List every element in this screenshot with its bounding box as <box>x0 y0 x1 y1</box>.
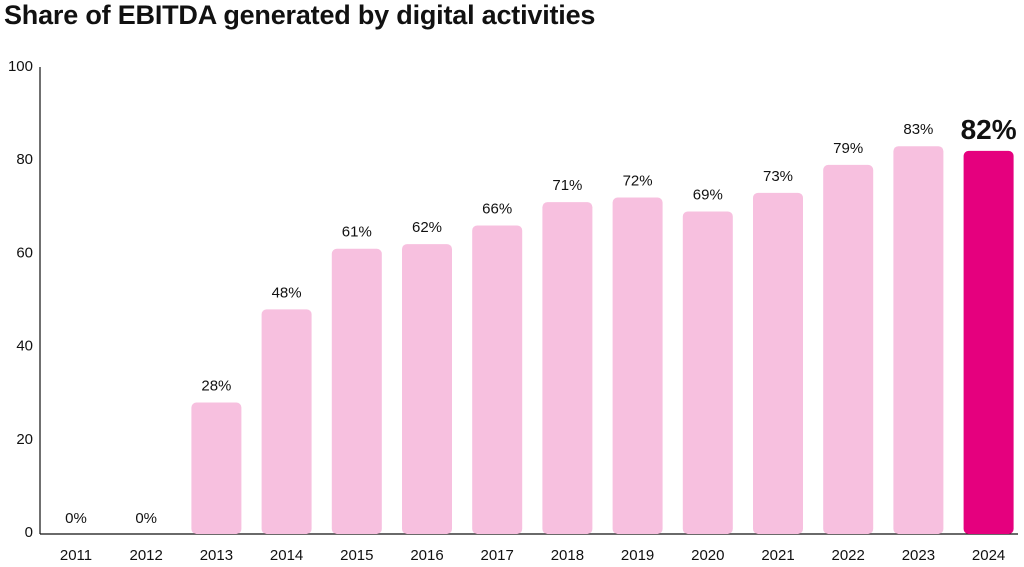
data-label: 73% <box>763 168 793 185</box>
bar <box>191 402 242 534</box>
data-label: 28% <box>201 378 231 395</box>
data-label: 79% <box>833 140 863 157</box>
data-label: 82% <box>961 114 1017 145</box>
x-tick-label: 2015 <box>340 547 373 564</box>
chart-title: Share of EBITDA generated by digital act… <box>4 0 596 30</box>
x-tick-label: 2024 <box>972 547 1005 564</box>
data-label: 0% <box>135 510 157 527</box>
bar <box>753 192 803 534</box>
data-label: 66% <box>482 200 512 217</box>
bar <box>472 225 523 534</box>
y-tick-label: 60 <box>16 244 33 261</box>
x-tick-label: 2014 <box>270 547 303 564</box>
bar <box>612 197 663 535</box>
bar <box>261 309 312 534</box>
bar <box>963 150 1014 534</box>
x-tick-label: 2017 <box>481 547 514 564</box>
bar <box>331 248 382 535</box>
bar <box>893 146 944 534</box>
data-label: 61% <box>342 224 372 241</box>
data-label: 48% <box>272 284 302 301</box>
data-label: 71% <box>552 177 582 194</box>
x-tick-label: 2012 <box>130 547 163 564</box>
data-label: 72% <box>623 172 653 189</box>
data-label: 69% <box>693 186 723 203</box>
bar <box>402 244 452 534</box>
data-label: 62% <box>412 219 442 236</box>
x-tick-label: 2013 <box>200 547 233 564</box>
x-tick-label: 2011 <box>60 547 92 564</box>
bar <box>542 202 593 534</box>
y-tick-label: 100 <box>8 58 33 75</box>
y-tick-label: 20 <box>16 431 33 448</box>
y-tick-label: 80 <box>16 151 33 168</box>
data-label: 83% <box>903 121 933 138</box>
x-tick-label: 2019 <box>621 547 654 564</box>
x-tick-label: 2021 <box>761 547 794 564</box>
y-tick-label: 0 <box>25 524 33 541</box>
x-tick-label: 2016 <box>410 547 443 564</box>
data-label: 0% <box>65 510 87 527</box>
x-tick-label: 2022 <box>832 547 865 564</box>
y-tick-label: 40 <box>16 338 33 355</box>
x-tick-label: 2018 <box>551 547 584 564</box>
x-tick-label: 2023 <box>902 547 935 564</box>
bar <box>682 211 733 534</box>
bar <box>823 164 874 535</box>
x-tick-label: 2020 <box>691 547 724 564</box>
